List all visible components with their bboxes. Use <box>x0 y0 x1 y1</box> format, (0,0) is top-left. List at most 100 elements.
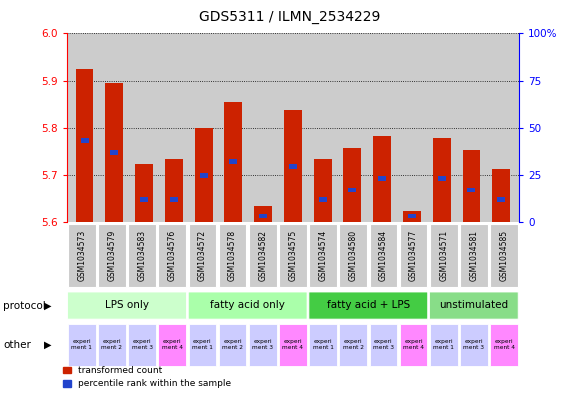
FancyBboxPatch shape <box>188 224 216 287</box>
FancyBboxPatch shape <box>430 292 518 319</box>
Text: GSM1034571: GSM1034571 <box>439 230 448 281</box>
FancyBboxPatch shape <box>309 323 337 366</box>
Text: experi
ment 2: experi ment 2 <box>343 340 364 350</box>
Text: unstimulated: unstimulated <box>439 300 509 310</box>
Bar <box>224 102 242 222</box>
Bar <box>463 150 480 222</box>
Bar <box>110 150 118 154</box>
FancyBboxPatch shape <box>188 292 307 319</box>
FancyBboxPatch shape <box>279 224 307 287</box>
Bar <box>314 159 332 222</box>
Bar <box>135 164 153 222</box>
FancyBboxPatch shape <box>430 224 458 287</box>
Text: GSM1034584: GSM1034584 <box>379 230 388 281</box>
FancyBboxPatch shape <box>339 323 367 366</box>
Bar <box>140 197 148 202</box>
Text: experi
ment 2: experi ment 2 <box>222 340 243 350</box>
FancyBboxPatch shape <box>249 323 277 366</box>
Text: GSM1034583: GSM1034583 <box>137 230 147 281</box>
Text: GSM1034576: GSM1034576 <box>168 230 177 281</box>
Bar <box>165 159 183 222</box>
Text: experi
ment 4: experi ment 4 <box>403 340 424 350</box>
Bar <box>284 110 302 222</box>
FancyBboxPatch shape <box>98 224 126 287</box>
FancyBboxPatch shape <box>219 224 246 287</box>
Bar <box>374 136 391 222</box>
Text: experi
ment 3: experi ment 3 <box>373 340 394 350</box>
Text: GSM1034573: GSM1034573 <box>77 230 86 281</box>
Text: GSM1034572: GSM1034572 <box>198 230 207 281</box>
Bar <box>75 69 93 222</box>
FancyBboxPatch shape <box>249 224 277 287</box>
FancyBboxPatch shape <box>490 224 518 287</box>
Text: GSM1034575: GSM1034575 <box>288 230 298 281</box>
Bar <box>170 197 178 202</box>
FancyBboxPatch shape <box>128 323 156 366</box>
Text: experi
ment 1: experi ment 1 <box>192 340 213 350</box>
FancyBboxPatch shape <box>279 323 307 366</box>
Bar <box>438 176 446 180</box>
FancyBboxPatch shape <box>400 224 427 287</box>
FancyBboxPatch shape <box>490 323 518 366</box>
Text: other: other <box>3 340 31 350</box>
FancyBboxPatch shape <box>339 224 367 287</box>
FancyBboxPatch shape <box>369 323 397 366</box>
Text: fatty acid + LPS: fatty acid + LPS <box>327 300 410 310</box>
Bar <box>81 138 89 143</box>
Text: GSM1034581: GSM1034581 <box>469 230 478 281</box>
FancyBboxPatch shape <box>219 323 246 366</box>
FancyBboxPatch shape <box>158 224 186 287</box>
Bar <box>106 83 124 222</box>
Text: ▶: ▶ <box>44 340 51 350</box>
Text: GDS5311 / ILMN_2534229: GDS5311 / ILMN_2534229 <box>200 10 380 24</box>
FancyBboxPatch shape <box>128 224 156 287</box>
Text: experi
ment 3: experi ment 3 <box>252 340 273 350</box>
Bar <box>289 164 297 169</box>
Text: GSM1034585: GSM1034585 <box>499 230 509 281</box>
Text: experi
ment 3: experi ment 3 <box>463 340 484 350</box>
Bar <box>497 197 505 202</box>
Text: experi
ment 2: experi ment 2 <box>102 340 122 350</box>
Text: fatty acid only: fatty acid only <box>210 300 285 310</box>
Text: ▶: ▶ <box>44 301 51 310</box>
Text: GSM1034577: GSM1034577 <box>409 230 418 281</box>
Text: GSM1034580: GSM1034580 <box>349 230 358 281</box>
FancyBboxPatch shape <box>460 224 488 287</box>
Legend: transformed count, percentile rank within the sample: transformed count, percentile rank withi… <box>63 366 231 389</box>
Bar <box>195 128 212 222</box>
FancyBboxPatch shape <box>188 323 216 366</box>
Text: protocol: protocol <box>3 301 46 310</box>
Bar <box>200 173 208 178</box>
Text: GSM1034578: GSM1034578 <box>228 230 237 281</box>
FancyBboxPatch shape <box>309 224 337 287</box>
FancyBboxPatch shape <box>430 323 458 366</box>
Bar <box>492 169 510 222</box>
Bar <box>403 211 421 222</box>
Bar <box>254 206 272 222</box>
FancyBboxPatch shape <box>400 323 427 366</box>
Bar <box>229 159 237 164</box>
Bar <box>378 176 386 180</box>
Text: experi
ment 4: experi ment 4 <box>162 340 183 350</box>
FancyBboxPatch shape <box>68 224 96 287</box>
Text: GSM1034574: GSM1034574 <box>318 230 328 281</box>
Bar <box>467 187 476 192</box>
Text: experi
ment 4: experi ment 4 <box>494 340 514 350</box>
FancyBboxPatch shape <box>460 323 488 366</box>
Text: experi
ment 1: experi ment 1 <box>313 340 333 350</box>
Text: experi
ment 1: experi ment 1 <box>433 340 454 350</box>
FancyBboxPatch shape <box>158 323 186 366</box>
Bar <box>259 213 267 218</box>
FancyBboxPatch shape <box>369 224 397 287</box>
Text: experi
ment 4: experi ment 4 <box>282 340 303 350</box>
Text: GSM1034582: GSM1034582 <box>258 230 267 281</box>
Text: GSM1034579: GSM1034579 <box>107 230 117 281</box>
Text: LPS only: LPS only <box>105 300 149 310</box>
Bar <box>318 197 327 202</box>
Text: experi
ment 3: experi ment 3 <box>132 340 153 350</box>
Bar <box>433 138 451 222</box>
Bar <box>343 147 361 222</box>
FancyBboxPatch shape <box>98 323 126 366</box>
FancyBboxPatch shape <box>309 292 427 319</box>
FancyBboxPatch shape <box>68 292 186 319</box>
